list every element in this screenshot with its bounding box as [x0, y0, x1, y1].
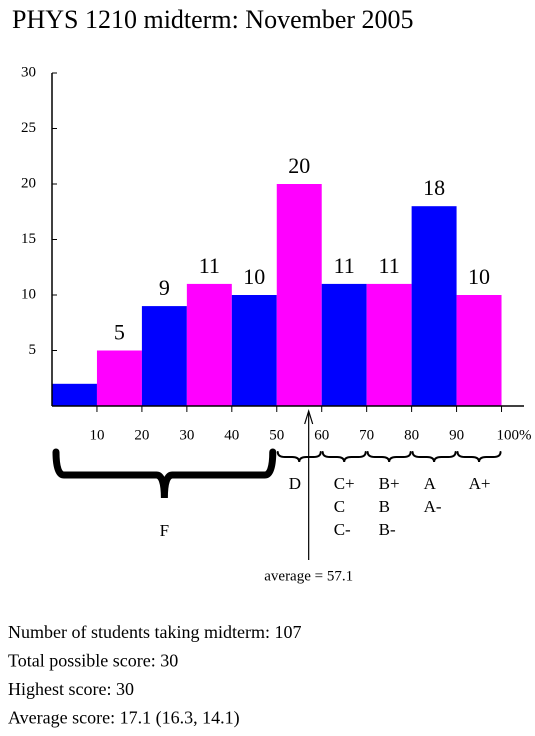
grade-label: B+ — [379, 474, 400, 493]
note: Total possible score: 30 — [8, 651, 178, 671]
grade-brace — [411, 451, 457, 463]
grade-label: A — [424, 474, 437, 493]
x-tick-label: 10 — [89, 427, 104, 443]
grade-brace — [52, 448, 277, 499]
data-label: 10 — [243, 264, 265, 289]
bar — [141, 306, 187, 406]
y-tick-label: 30 — [21, 64, 36, 80]
x-tick-label: 50 — [269, 427, 284, 443]
bar — [366, 283, 412, 406]
data-label: 11 — [199, 253, 220, 278]
y-tick-label: 15 — [21, 231, 36, 247]
x-tick-label: 100% — [497, 427, 532, 443]
y-tick-label: 5 — [29, 342, 37, 358]
bar — [231, 295, 277, 406]
y-tick-label: 20 — [21, 175, 36, 191]
data-label: 9 — [159, 275, 170, 300]
bar — [321, 283, 367, 406]
y-tick-label: 25 — [21, 120, 36, 136]
bar — [52, 383, 97, 406]
y-tick-label: 10 — [21, 286, 36, 302]
data-label: 5 — [114, 320, 125, 345]
grade-label: B- — [379, 520, 396, 539]
grade-label: C+ — [334, 474, 355, 493]
x-tick-label: 60 — [314, 427, 329, 443]
x-tick-label: 40 — [224, 427, 239, 443]
x-tick-label: 70 — [359, 427, 374, 443]
grade-label: D — [289, 474, 301, 493]
note: Highest score: 30 — [8, 679, 134, 699]
grade-label: C- — [334, 520, 351, 539]
grade-brace — [276, 451, 322, 463]
grade-label: F — [160, 521, 169, 540]
note: Average score: 17.1 (16.3, 14.1) — [8, 708, 240, 729]
note: Number of students taking midterm: 107 — [8, 622, 301, 642]
average-label: average = 57.1 — [264, 568, 353, 584]
bar — [186, 283, 232, 406]
average-arrowhead — [304, 408, 314, 425]
x-tick-label: 90 — [449, 427, 464, 443]
data-label: 10 — [468, 264, 490, 289]
grade-label: A- — [424, 497, 442, 516]
bar — [411, 206, 457, 406]
bar — [96, 350, 142, 406]
x-tick-label: 80 — [404, 427, 419, 443]
chart-title: PHYS 1210 midterm: November 2005 — [12, 5, 414, 34]
grade-brace — [321, 451, 367, 463]
grade-label: B — [379, 497, 390, 516]
data-label: 20 — [288, 153, 310, 178]
bar — [276, 184, 322, 406]
grade-brace — [456, 451, 502, 463]
grade-label: C — [334, 497, 345, 516]
bar — [456, 295, 502, 406]
data-label: 18 — [423, 175, 445, 200]
data-label: 11 — [379, 253, 400, 278]
x-tick-label: 30 — [179, 427, 194, 443]
grade-label: A+ — [469, 474, 491, 493]
grade-brace — [366, 451, 412, 463]
x-tick-label: 20 — [134, 427, 149, 443]
data-label: 11 — [334, 253, 355, 278]
